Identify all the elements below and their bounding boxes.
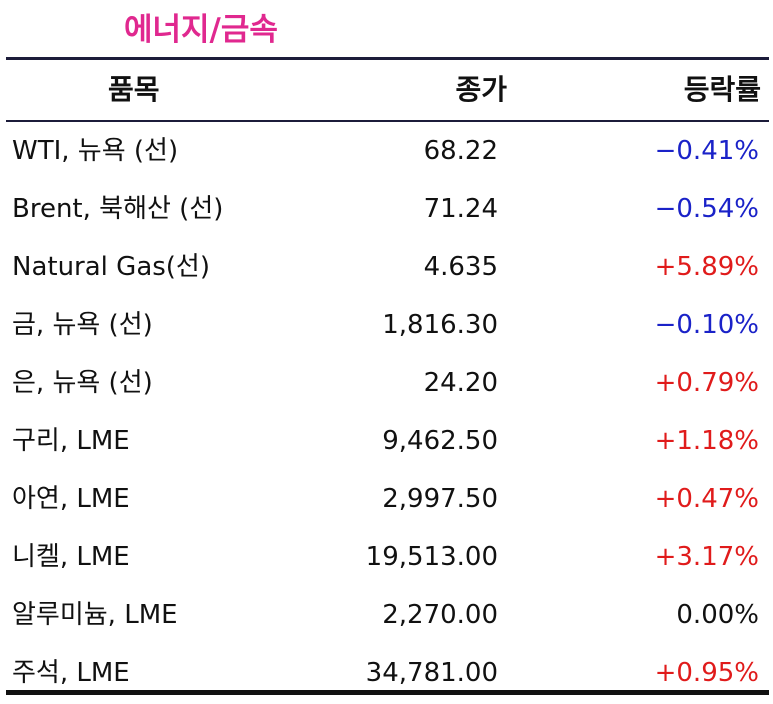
change-rate: 0.00% bbox=[676, 600, 759, 630]
table-row: 구리, LME 9,462.50 +1.18% bbox=[6, 412, 769, 470]
close-price: 2,270.00 bbox=[382, 600, 498, 630]
close-price: 19,513.00 bbox=[365, 542, 498, 572]
item-name: 구리, LME bbox=[12, 426, 130, 456]
close-price: 9,462.50 bbox=[382, 426, 498, 456]
item-name: WTI, 뉴욕 (선) bbox=[12, 136, 179, 166]
table-row: Natural Gas(선) 4.635 +5.89% bbox=[6, 238, 769, 296]
close-price: 4.635 bbox=[423, 252, 498, 282]
header-change: 등락률 bbox=[683, 73, 761, 106]
item-name: 은, 뉴욕 (선) bbox=[12, 368, 153, 398]
table-row: Brent, 북해산 (선) 71.24 −0.54% bbox=[6, 180, 769, 238]
close-price: 2,997.50 bbox=[382, 484, 498, 514]
table-row: 은, 뉴욕 (선) 24.20 +0.79% bbox=[6, 354, 769, 412]
table-bottom-rule bbox=[6, 690, 769, 695]
item-name: 금, 뉴욕 (선) bbox=[12, 310, 153, 340]
table-row: 금, 뉴욕 (선) 1,816.30 −0.10% bbox=[6, 296, 769, 354]
close-price: 34,781.00 bbox=[365, 658, 498, 688]
close-price: 68.22 bbox=[423, 136, 498, 166]
header-close: 종가 bbox=[455, 73, 507, 106]
item-name: 니켈, LME bbox=[12, 542, 130, 572]
table-row: 주석, LME 34,781.00 +0.95% bbox=[6, 644, 769, 702]
table-row: 니켈, LME 19,513.00 +3.17% bbox=[6, 528, 769, 586]
header-item: 품목 bbox=[108, 73, 160, 106]
change-rate: +1.18% bbox=[654, 426, 759, 456]
change-rate: −0.10% bbox=[654, 310, 759, 340]
table-row: 알루미늄, LME 2,270.00 0.00% bbox=[6, 586, 769, 644]
item-name: 아연, LME bbox=[12, 484, 130, 514]
table-header-row: 품목 종가 등락률 bbox=[6, 60, 769, 122]
change-rate: −0.54% bbox=[654, 194, 759, 224]
change-rate: +5.89% bbox=[654, 252, 759, 282]
table-row: 아연, LME 2,997.50 +0.47% bbox=[6, 470, 769, 528]
change-rate: +0.95% bbox=[654, 658, 759, 688]
close-price: 71.24 bbox=[423, 194, 498, 224]
change-rate: +3.17% bbox=[654, 542, 759, 572]
change-rate: +0.47% bbox=[654, 484, 759, 514]
section-title: 에너지/금속 bbox=[124, 12, 278, 48]
item-name: Natural Gas(선) bbox=[12, 252, 210, 282]
change-rate: +0.79% bbox=[654, 368, 759, 398]
commodity-table: 품목 종가 등락률 WTI, 뉴욕 (선) 68.22 −0.41% Brent… bbox=[6, 57, 769, 702]
change-rate: −0.41% bbox=[654, 136, 759, 166]
close-price: 1,816.30 bbox=[382, 310, 498, 340]
close-price: 24.20 bbox=[423, 368, 498, 398]
item-name: Brent, 북해산 (선) bbox=[12, 194, 224, 224]
table-row: WTI, 뉴욕 (선) 68.22 −0.41% bbox=[6, 122, 769, 180]
item-name: 알루미늄, LME bbox=[12, 600, 178, 630]
item-name: 주석, LME bbox=[12, 658, 130, 688]
